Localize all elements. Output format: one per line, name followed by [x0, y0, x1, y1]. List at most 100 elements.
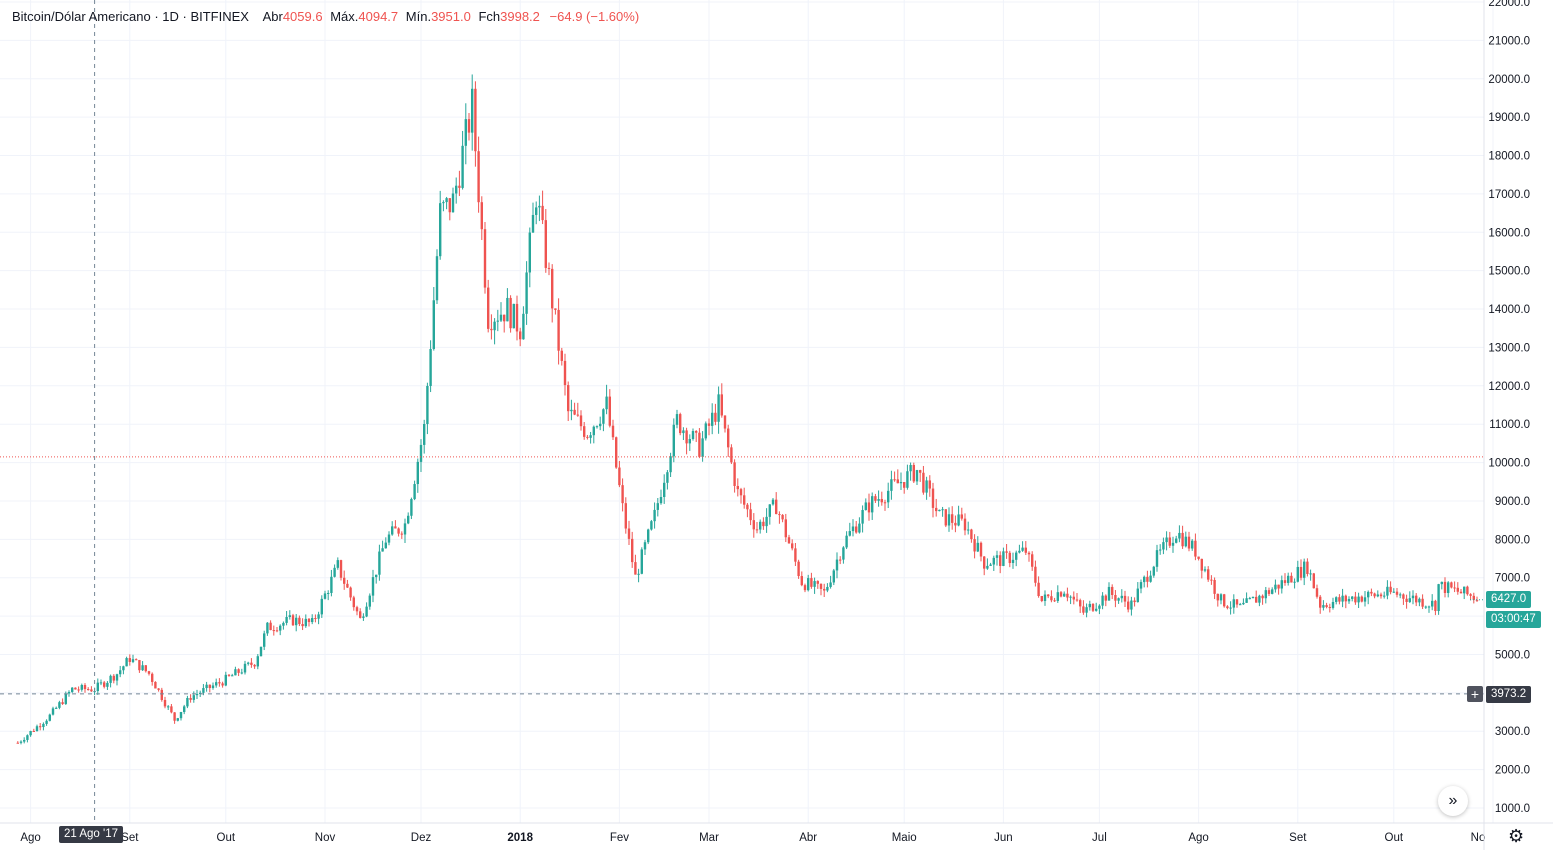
candle-body — [464, 119, 467, 146]
candle-body — [579, 415, 583, 427]
candle-body — [567, 385, 570, 412]
candle-body — [627, 528, 631, 539]
candle-body — [1008, 552, 1011, 564]
candle-body — [346, 583, 349, 588]
candle-body — [538, 205, 541, 208]
candle-body — [1475, 599, 1479, 601]
candle-body — [330, 576, 333, 593]
open-value: 4059.6 — [282, 9, 323, 24]
grid-lines — [0, 0, 1494, 823]
candle-body — [525, 272, 528, 314]
candle-body — [631, 538, 634, 563]
candle-body — [775, 499, 778, 515]
candle-body — [250, 662, 253, 665]
candle-body — [205, 684, 208, 689]
candle-body — [499, 314, 503, 321]
y-tick-label: 3000.0 — [1495, 726, 1530, 738]
candle-body — [848, 531, 851, 536]
candle-body — [871, 496, 874, 513]
candle-body — [1322, 605, 1325, 608]
candle-body — [1127, 601, 1130, 610]
candle-body — [160, 689, 163, 700]
candle-body — [1095, 608, 1098, 611]
plus-icon[interactable]: + — [1467, 686, 1483, 702]
candle-body — [794, 548, 797, 562]
candle-body — [1072, 596, 1075, 600]
candle-body — [1360, 596, 1363, 602]
candle-body — [1139, 582, 1143, 589]
candle-body — [151, 673, 154, 682]
candle-body — [1111, 586, 1114, 595]
candle-body — [701, 438, 704, 457]
candle-body — [1347, 598, 1351, 602]
candle-body — [1303, 561, 1306, 578]
candle-body — [976, 542, 979, 552]
candle-body — [816, 581, 819, 584]
candle-body — [1200, 558, 1203, 571]
candle-body — [992, 557, 995, 565]
candle-body — [368, 595, 371, 607]
candle-body — [339, 560, 343, 578]
candle-body — [1379, 594, 1383, 597]
candle-body — [602, 409, 605, 424]
candle-body — [1226, 606, 1229, 609]
candle-body — [144, 665, 147, 672]
candle-body — [263, 633, 266, 647]
candle-body — [1165, 537, 1168, 543]
candle-body — [1079, 600, 1082, 607]
candle-body — [288, 615, 291, 617]
candle-body — [653, 509, 656, 522]
candle-body — [247, 662, 250, 664]
candle-body — [282, 622, 285, 626]
candle-body — [813, 581, 816, 587]
candle-body — [435, 256, 439, 301]
candle-body — [557, 309, 560, 351]
low-value: 3951.0 — [431, 9, 471, 24]
candle-body — [327, 592, 330, 594]
candle-body — [877, 499, 880, 501]
candle-body — [1130, 600, 1133, 610]
x-tick-label: Nov — [315, 832, 336, 844]
candle-body — [99, 682, 103, 684]
candle-body — [1440, 581, 1443, 585]
candles — [16, 74, 1479, 745]
candle-body — [1290, 575, 1293, 583]
candle-body — [755, 529, 759, 531]
candle-body — [1235, 599, 1239, 605]
candle-body — [858, 523, 861, 533]
candle-body — [1171, 542, 1175, 546]
candle-body — [147, 671, 151, 674]
x-tick-label: Dez — [411, 832, 432, 844]
candle-body — [931, 488, 935, 508]
candle-body — [835, 559, 839, 571]
candle-body — [576, 414, 579, 416]
candle-body — [256, 656, 259, 667]
candle-body — [320, 598, 323, 615]
candle-body — [608, 396, 611, 426]
candle-body — [231, 675, 234, 677]
candle-body — [1031, 554, 1034, 567]
y-tick-label: 8000.0 — [1495, 534, 1530, 546]
candle-body — [1341, 595, 1344, 602]
candle-body — [1411, 595, 1415, 599]
candle-body — [77, 689, 80, 691]
candle-body — [522, 313, 525, 340]
candle-body — [1453, 587, 1456, 589]
candle-body — [1011, 559, 1015, 564]
candle-body — [1363, 597, 1367, 602]
candle-body — [314, 618, 317, 620]
x-tick-label: Jun — [994, 832, 1013, 844]
candle-body — [666, 472, 669, 483]
candle-body — [531, 214, 535, 233]
double-chevron-right-icon[interactable]: » — [1438, 786, 1468, 816]
candle-body — [1328, 607, 1331, 609]
candle-body — [807, 578, 810, 591]
candle-body — [896, 479, 899, 484]
candle-body — [1053, 600, 1056, 602]
crosshair-price-badge: 3973.2 — [1486, 686, 1532, 703]
candle-body — [1162, 542, 1165, 550]
candle-body — [682, 430, 685, 434]
gear-icon[interactable]: ⚙ — [1508, 826, 1525, 846]
candle-body — [23, 739, 26, 742]
